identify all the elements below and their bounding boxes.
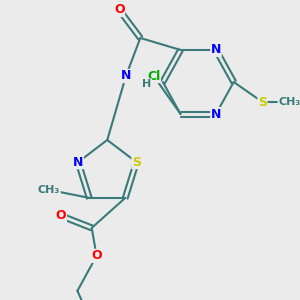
Text: O: O	[91, 249, 102, 262]
Text: Cl: Cl	[147, 70, 160, 83]
Text: S: S	[258, 95, 267, 109]
Text: CH₃: CH₃	[38, 185, 60, 195]
Text: CH₃: CH₃	[278, 97, 300, 107]
Text: N: N	[121, 70, 131, 83]
Text: H: H	[142, 79, 152, 89]
Text: N: N	[211, 107, 221, 121]
Text: S: S	[132, 156, 141, 169]
Text: N: N	[73, 156, 83, 169]
Text: O: O	[114, 4, 124, 16]
Text: O: O	[56, 209, 66, 222]
Text: N: N	[211, 44, 221, 56]
